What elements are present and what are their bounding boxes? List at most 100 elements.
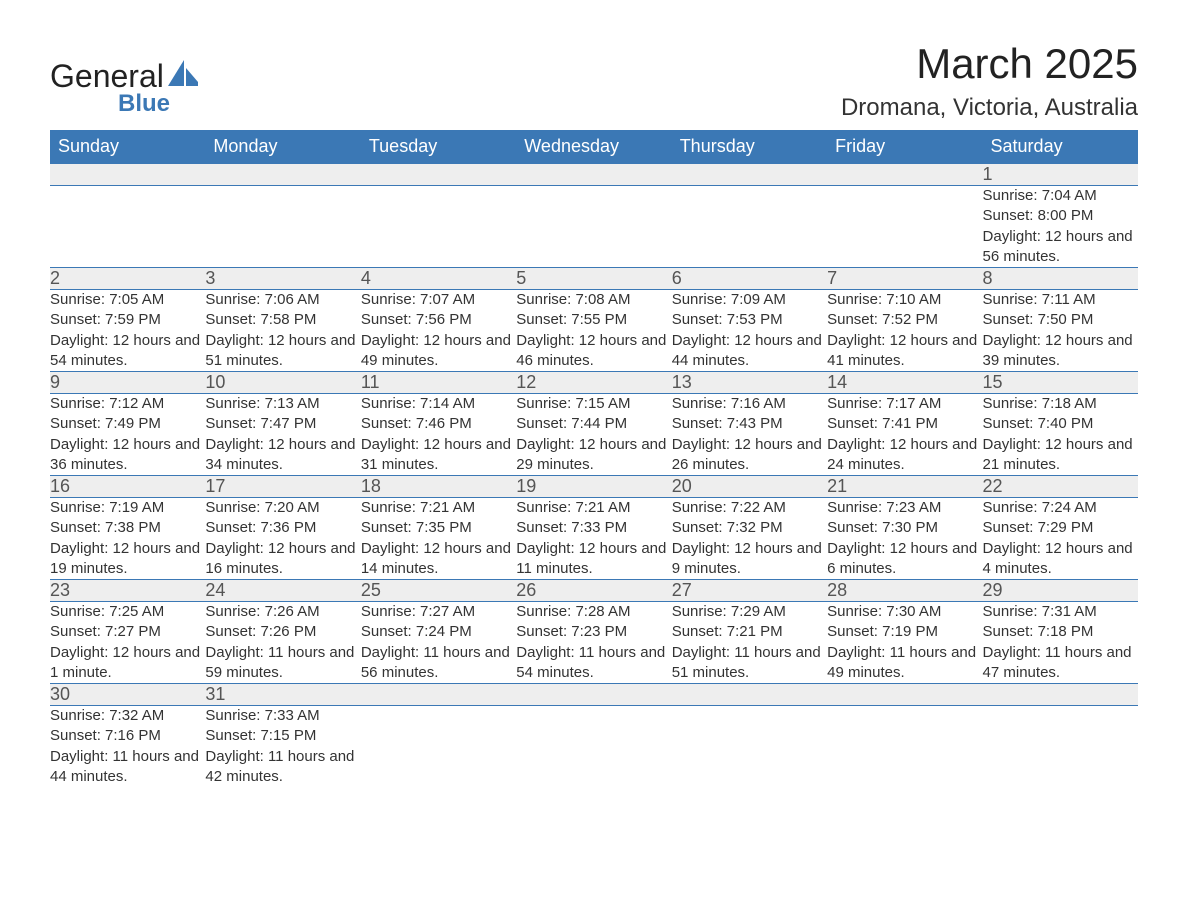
daylight-text: Daylight: 12 hours and 21 minutes.: [983, 435, 1138, 476]
day-detail-cell: [205, 186, 360, 268]
day-number-cell: 25: [361, 580, 516, 602]
sunrise-text: Sunrise: 7:30 AM: [827, 602, 982, 622]
daynum-row: 9101112131415: [50, 372, 1138, 394]
daylight-text: Daylight: 12 hours and 39 minutes.: [983, 331, 1138, 372]
day-number-cell: 14: [827, 372, 982, 394]
sunset-text: Sunset: 7:26 PM: [205, 622, 360, 642]
day-detail-cell: Sunrise: 7:25 AMSunset: 7:27 PMDaylight:…: [50, 602, 205, 684]
day-detail-cell: [516, 186, 671, 268]
daylight-text: Daylight: 11 hours and 44 minutes.: [50, 747, 205, 788]
day-detail-cell: [827, 706, 982, 788]
logo-text-general: General: [50, 58, 164, 94]
sunset-text: Sunset: 7:16 PM: [50, 726, 205, 746]
daynum-row: 1: [50, 164, 1138, 186]
daylight-text: Daylight: 11 hours and 42 minutes.: [205, 747, 360, 788]
detail-row: Sunrise: 7:25 AMSunset: 7:27 PMDaylight:…: [50, 602, 1138, 684]
day-number-cell: 24: [205, 580, 360, 602]
sunset-text: Sunset: 7:46 PM: [361, 414, 516, 434]
daylight-text: Daylight: 12 hours and 36 minutes.: [50, 435, 205, 476]
calendar-table: Sunday Monday Tuesday Wednesday Thursday…: [50, 130, 1138, 787]
sunrise-text: Sunrise: 7:28 AM: [516, 602, 671, 622]
day-detail-cell: [361, 706, 516, 788]
day-detail-cell: Sunrise: 7:17 AMSunset: 7:41 PMDaylight:…: [827, 394, 982, 476]
day-number-cell: 31: [205, 684, 360, 706]
day-number-cell: 6: [672, 268, 827, 290]
sunset-text: Sunset: 7:24 PM: [361, 622, 516, 642]
day-detail-cell: Sunrise: 7:10 AMSunset: 7:52 PMDaylight:…: [827, 290, 982, 372]
daylight-text: Daylight: 12 hours and 19 minutes.: [50, 539, 205, 580]
sunset-text: Sunset: 8:00 PM: [983, 206, 1138, 226]
day-number-cell: [983, 684, 1138, 706]
sunset-text: Sunset: 7:41 PM: [827, 414, 982, 434]
day-number-cell: 4: [361, 268, 516, 290]
weekday-header: Wednesday: [516, 130, 671, 164]
daylight-text: Daylight: 12 hours and 54 minutes.: [50, 331, 205, 372]
day-number-cell: 15: [983, 372, 1138, 394]
daylight-text: Daylight: 11 hours and 54 minutes.: [516, 643, 671, 684]
location-label: Dromana, Victoria, Australia: [841, 94, 1138, 122]
sunset-text: Sunset: 7:18 PM: [983, 622, 1138, 642]
logo: General Blue: [50, 60, 198, 118]
day-number-cell: [361, 164, 516, 186]
day-number-cell: [205, 164, 360, 186]
day-number-cell: 5: [516, 268, 671, 290]
day-number-cell: [516, 684, 671, 706]
day-number-cell: 28: [827, 580, 982, 602]
sunset-text: Sunset: 7:30 PM: [827, 518, 982, 538]
daynum-row: 23242526272829: [50, 580, 1138, 602]
daylight-text: Daylight: 12 hours and 56 minutes.: [983, 227, 1138, 268]
title-block: March 2025 Dromana, Victoria, Australia: [841, 40, 1138, 122]
daynum-row: 2345678: [50, 268, 1138, 290]
logo-sail-icon: [168, 60, 198, 91]
day-number-cell: [361, 684, 516, 706]
sunrise-text: Sunrise: 7:13 AM: [205, 394, 360, 414]
sunrise-text: Sunrise: 7:07 AM: [361, 290, 516, 310]
daylight-text: Daylight: 11 hours and 51 minutes.: [672, 643, 827, 684]
day-number-cell: 12: [516, 372, 671, 394]
weekday-header: Saturday: [983, 130, 1138, 164]
sunset-text: Sunset: 7:33 PM: [516, 518, 671, 538]
daylight-text: Daylight: 12 hours and 44 minutes.: [672, 331, 827, 372]
sunrise-text: Sunrise: 7:06 AM: [205, 290, 360, 310]
sunset-text: Sunset: 7:36 PM: [205, 518, 360, 538]
weekday-header: Thursday: [672, 130, 827, 164]
day-number-cell: [827, 684, 982, 706]
weekday-header: Friday: [827, 130, 982, 164]
sunset-text: Sunset: 7:52 PM: [827, 310, 982, 330]
day-number-cell: 20: [672, 476, 827, 498]
sunset-text: Sunset: 7:55 PM: [516, 310, 671, 330]
sunset-text: Sunset: 7:38 PM: [50, 518, 205, 538]
sunrise-text: Sunrise: 7:31 AM: [983, 602, 1138, 622]
day-number-cell: 11: [361, 372, 516, 394]
sunset-text: Sunset: 7:19 PM: [827, 622, 982, 642]
day-detail-cell: Sunrise: 7:29 AMSunset: 7:21 PMDaylight:…: [672, 602, 827, 684]
day-number-cell: 26: [516, 580, 671, 602]
sunrise-text: Sunrise: 7:21 AM: [361, 498, 516, 518]
day-number-cell: [672, 684, 827, 706]
daylight-text: Daylight: 12 hours and 51 minutes.: [205, 331, 360, 372]
day-detail-cell: Sunrise: 7:13 AMSunset: 7:47 PMDaylight:…: [205, 394, 360, 476]
day-detail-cell: Sunrise: 7:14 AMSunset: 7:46 PMDaylight:…: [361, 394, 516, 476]
page-title: March 2025: [841, 40, 1138, 88]
day-number-cell: 17: [205, 476, 360, 498]
day-number-cell: [50, 164, 205, 186]
day-detail-cell: Sunrise: 7:33 AMSunset: 7:15 PMDaylight:…: [205, 706, 360, 788]
sunset-text: Sunset: 7:23 PM: [516, 622, 671, 642]
day-detail-cell: [50, 186, 205, 268]
sunrise-text: Sunrise: 7:25 AM: [50, 602, 205, 622]
day-detail-cell: Sunrise: 7:04 AMSunset: 8:00 PMDaylight:…: [983, 186, 1138, 268]
day-detail-cell: Sunrise: 7:21 AMSunset: 7:35 PMDaylight:…: [361, 498, 516, 580]
day-number-cell: 19: [516, 476, 671, 498]
day-detail-cell: [983, 706, 1138, 788]
weekday-header: Tuesday: [361, 130, 516, 164]
daynum-row: 3031: [50, 684, 1138, 706]
sunrise-text: Sunrise: 7:12 AM: [50, 394, 205, 414]
sunset-text: Sunset: 7:56 PM: [361, 310, 516, 330]
weekday-header: Monday: [205, 130, 360, 164]
daylight-text: Daylight: 11 hours and 47 minutes.: [983, 643, 1138, 684]
sunset-text: Sunset: 7:21 PM: [672, 622, 827, 642]
daylight-text: Daylight: 12 hours and 46 minutes.: [516, 331, 671, 372]
day-number-cell: 7: [827, 268, 982, 290]
day-detail-cell: Sunrise: 7:15 AMSunset: 7:44 PMDaylight:…: [516, 394, 671, 476]
sunset-text: Sunset: 7:35 PM: [361, 518, 516, 538]
